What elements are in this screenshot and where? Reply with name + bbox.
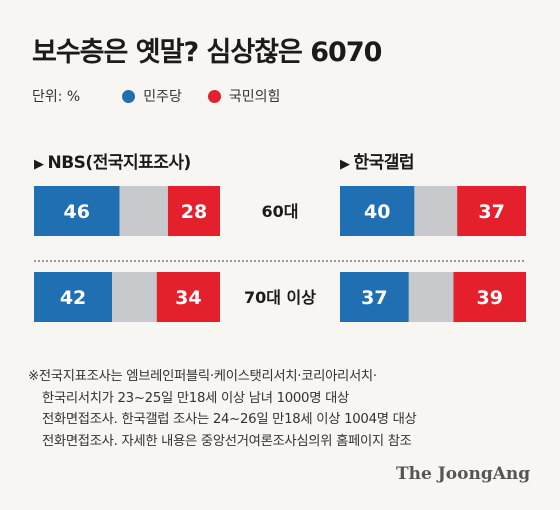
data-label-democratic: 40 [364,201,390,223]
footnote-line-1: ※전국지표조사는 엠브레인퍼블릭·케이스탯리서치·코리아리서치· [28,369,377,384]
legend-dot-ppp [207,89,221,103]
unit-label: 단위: % [32,89,81,105]
bar-segment-democratic [340,272,409,322]
bar-segment-other [112,272,157,322]
footnote-line-3: 전화면접조사. 한국갤럽 조사는 24~26일 만18세 이상 1004명 대상 [42,412,417,427]
data-label-democratic: 37 [361,287,387,309]
bar-segment-other [119,186,168,236]
data-label-democratic: 46 [64,201,90,223]
bar-segment-ppp [457,186,526,236]
bar-segment-ppp [167,186,220,236]
legend-item-ppp: 국민의힘 [207,86,281,106]
data-label-ppp: 34 [175,287,201,309]
group-title-gallup-label: 한국갤럽 [353,153,415,173]
data-label-ppp: 28 [181,201,207,223]
footnote-line-4: 전화면접조사. 자세한 내용은 중앙선거여론조사심의위 홈페이지 참조 [42,433,412,449]
bar-segment-ppp [453,272,526,322]
bar-segment-democratic [34,272,113,322]
data-label-ppp: 39 [477,287,503,309]
legend-dot-democratic [122,89,136,103]
group-title-nbs-label: NBS(전국지표조사) [47,153,192,173]
row-divider [34,260,524,262]
legend: 단위: % 민주당 국민의힘 [32,86,306,106]
legend-label-ppp: 국민의힘 [228,89,281,105]
brand-logo: The JoongAng [396,464,531,484]
bar-segment-other [408,272,454,322]
footnote: ※전국지표조사는 엠브레인퍼블릭·케이스탯리서치·코리아리서치· 한국리서치가 … [28,366,417,452]
legend-label-democratic: 민주당 [143,89,182,105]
bar-segment-democratic [34,186,120,236]
bar-segment-democratic [340,186,415,236]
category-label: 60대 [262,202,299,221]
data-label-democratic: 42 [60,287,86,309]
group-title-gallup: ▶ 한국갤럽 [340,148,415,173]
triangle-icon: ▶ [340,157,350,172]
triangle-icon: ▶ [34,157,44,172]
data-label-ppp: 37 [478,201,504,223]
legend-item-democratic: 민주당 [122,86,182,106]
bar-segment-ppp [156,272,220,322]
chart-title: 보수층은 옛말? 심상찮은 6070 [32,37,382,68]
category-label: 70대 이상 [244,288,316,307]
footnote-line-2: 한국리서치가 23~25일 만18세 이상 남녀 1000명 대상 [42,390,349,406]
group-title-nbs: ▶ NBS(전국지표조사) [34,148,191,173]
bar-segment-other [414,186,458,236]
